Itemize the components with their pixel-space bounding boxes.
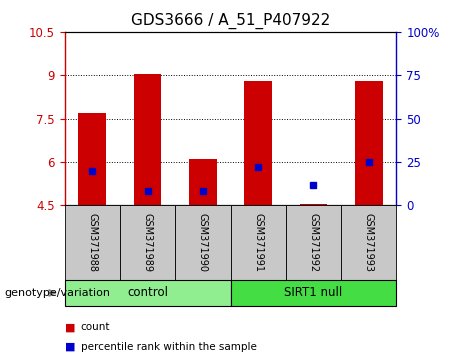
Text: SIRT1 null: SIRT1 null (284, 286, 343, 299)
Bar (78, 113, 106, 205)
Bar (300, 204, 327, 205)
Title: GDS3666 / A_51_P407922: GDS3666 / A_51_P407922 (131, 13, 330, 29)
Bar (355, 81, 383, 205)
Text: GSM371990: GSM371990 (198, 213, 208, 272)
Text: genotype/variation: genotype/variation (5, 288, 111, 298)
Text: control: control (127, 286, 168, 299)
Text: GSM371991: GSM371991 (253, 213, 263, 272)
Text: ■: ■ (65, 342, 75, 352)
Bar (189, 159, 217, 205)
Bar (244, 81, 272, 205)
Text: ■: ■ (65, 322, 75, 332)
Text: GSM371989: GSM371989 (142, 213, 153, 272)
Text: GSM371993: GSM371993 (364, 213, 374, 272)
Text: percentile rank within the sample: percentile rank within the sample (81, 342, 257, 352)
Text: GSM371988: GSM371988 (87, 213, 97, 272)
Text: GSM371992: GSM371992 (308, 213, 319, 272)
Text: count: count (81, 322, 110, 332)
Bar (134, 74, 161, 205)
